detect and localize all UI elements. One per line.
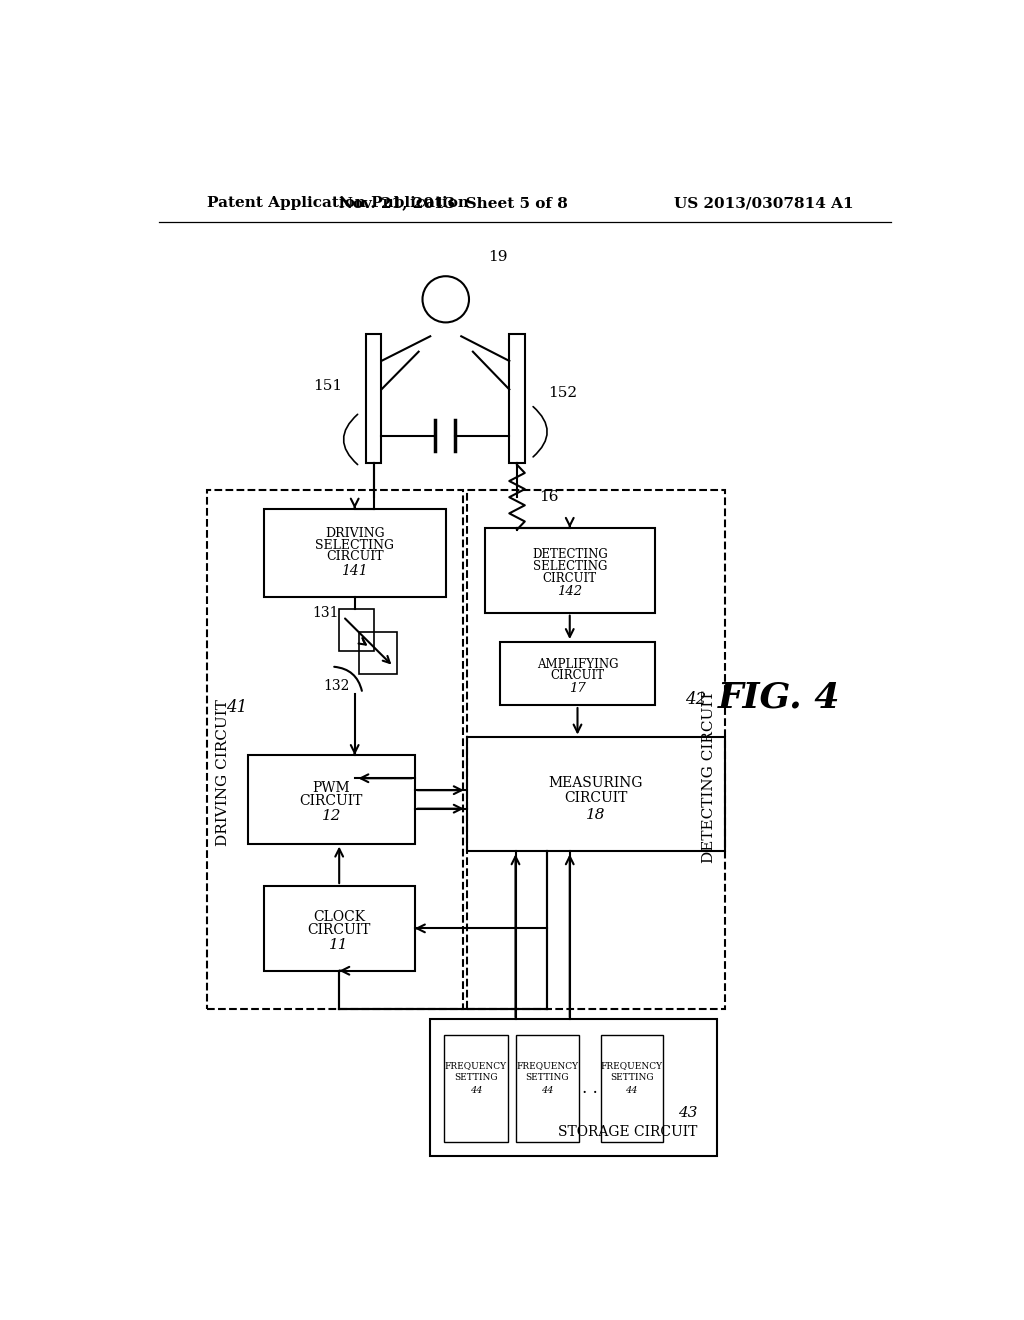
Bar — [484, 528, 655, 612]
Bar — [601, 1035, 663, 1143]
Text: 151: 151 — [313, 379, 343, 392]
Text: DETECTING: DETECTING — [531, 548, 607, 561]
Text: CIRCUIT: CIRCUIT — [307, 923, 371, 937]
Text: FREQUENCY: FREQUENCY — [516, 1061, 579, 1071]
Text: 141: 141 — [341, 564, 368, 578]
Text: 44: 44 — [626, 1086, 638, 1096]
Text: FREQUENCY: FREQUENCY — [601, 1061, 663, 1071]
Text: DETECTING CIRCUIT: DETECTING CIRCUIT — [702, 690, 716, 862]
Bar — [358, 632, 397, 675]
Text: 43: 43 — [678, 1106, 697, 1121]
Text: CIRCUIT: CIRCUIT — [564, 791, 628, 805]
Bar — [339, 609, 374, 651]
FancyArrowPatch shape — [534, 407, 547, 457]
Text: 11: 11 — [330, 939, 349, 952]
Text: AMPLIFYING: AMPLIFYING — [537, 657, 618, 671]
Text: 44: 44 — [541, 1086, 554, 1096]
Text: 142: 142 — [557, 585, 583, 598]
Text: 132: 132 — [324, 678, 350, 693]
FancyArrowPatch shape — [334, 667, 361, 690]
Bar — [467, 490, 725, 1010]
FancyArrowPatch shape — [345, 619, 390, 663]
Text: DRIVING CIRCUIT: DRIVING CIRCUIT — [215, 700, 229, 846]
Text: 16: 16 — [539, 490, 558, 504]
Bar — [263, 886, 415, 970]
Text: US 2013/0307814 A1: US 2013/0307814 A1 — [674, 197, 853, 210]
Text: 42: 42 — [685, 690, 706, 708]
Text: FIG. 4: FIG. 4 — [718, 680, 841, 714]
Bar — [366, 334, 381, 462]
Text: SELECTING: SELECTING — [315, 539, 394, 552]
Text: CIRCUIT: CIRCUIT — [300, 793, 364, 808]
Text: Patent Application Publication: Patent Application Publication — [207, 197, 469, 210]
Text: Nov. 21, 2013  Sheet 5 of 8: Nov. 21, 2013 Sheet 5 of 8 — [339, 197, 568, 210]
FancyArrowPatch shape — [344, 414, 357, 465]
Text: 152: 152 — [548, 387, 578, 400]
Text: 19: 19 — [488, 249, 508, 264]
FancyArrowPatch shape — [358, 638, 366, 644]
Text: 17: 17 — [569, 682, 586, 696]
Bar — [444, 1035, 508, 1143]
Text: SELECTING: SELECTING — [532, 560, 607, 573]
Text: DRIVING: DRIVING — [325, 527, 384, 540]
Bar — [509, 334, 524, 462]
Text: SETTING: SETTING — [610, 1073, 653, 1081]
Text: CIRCUIT: CIRCUIT — [326, 550, 384, 564]
Bar — [430, 1019, 717, 1155]
Text: PWM: PWM — [312, 781, 350, 795]
Text: SETTING: SETTING — [525, 1073, 569, 1081]
Text: 18: 18 — [587, 808, 606, 822]
Bar — [248, 755, 415, 843]
Text: CIRCUIT: CIRCUIT — [551, 669, 604, 682]
Text: STORAGE CIRCUIT: STORAGE CIRCUIT — [558, 1126, 697, 1139]
Bar — [263, 508, 445, 598]
Text: 131: 131 — [312, 606, 339, 619]
Text: 12: 12 — [322, 809, 341, 824]
Text: MEASURING: MEASURING — [549, 776, 643, 789]
Text: 44: 44 — [470, 1086, 482, 1096]
Text: . .: . . — [582, 1080, 598, 1097]
Text: SETTING: SETTING — [455, 1073, 498, 1081]
Bar — [467, 738, 725, 851]
Bar — [207, 490, 463, 1010]
Text: CLOCK: CLOCK — [313, 909, 366, 924]
Text: 41: 41 — [226, 698, 247, 715]
Text: CIRCUIT: CIRCUIT — [543, 572, 597, 585]
Bar — [515, 1035, 579, 1143]
Bar — [500, 642, 655, 705]
Text: FREQUENCY: FREQUENCY — [444, 1061, 507, 1071]
